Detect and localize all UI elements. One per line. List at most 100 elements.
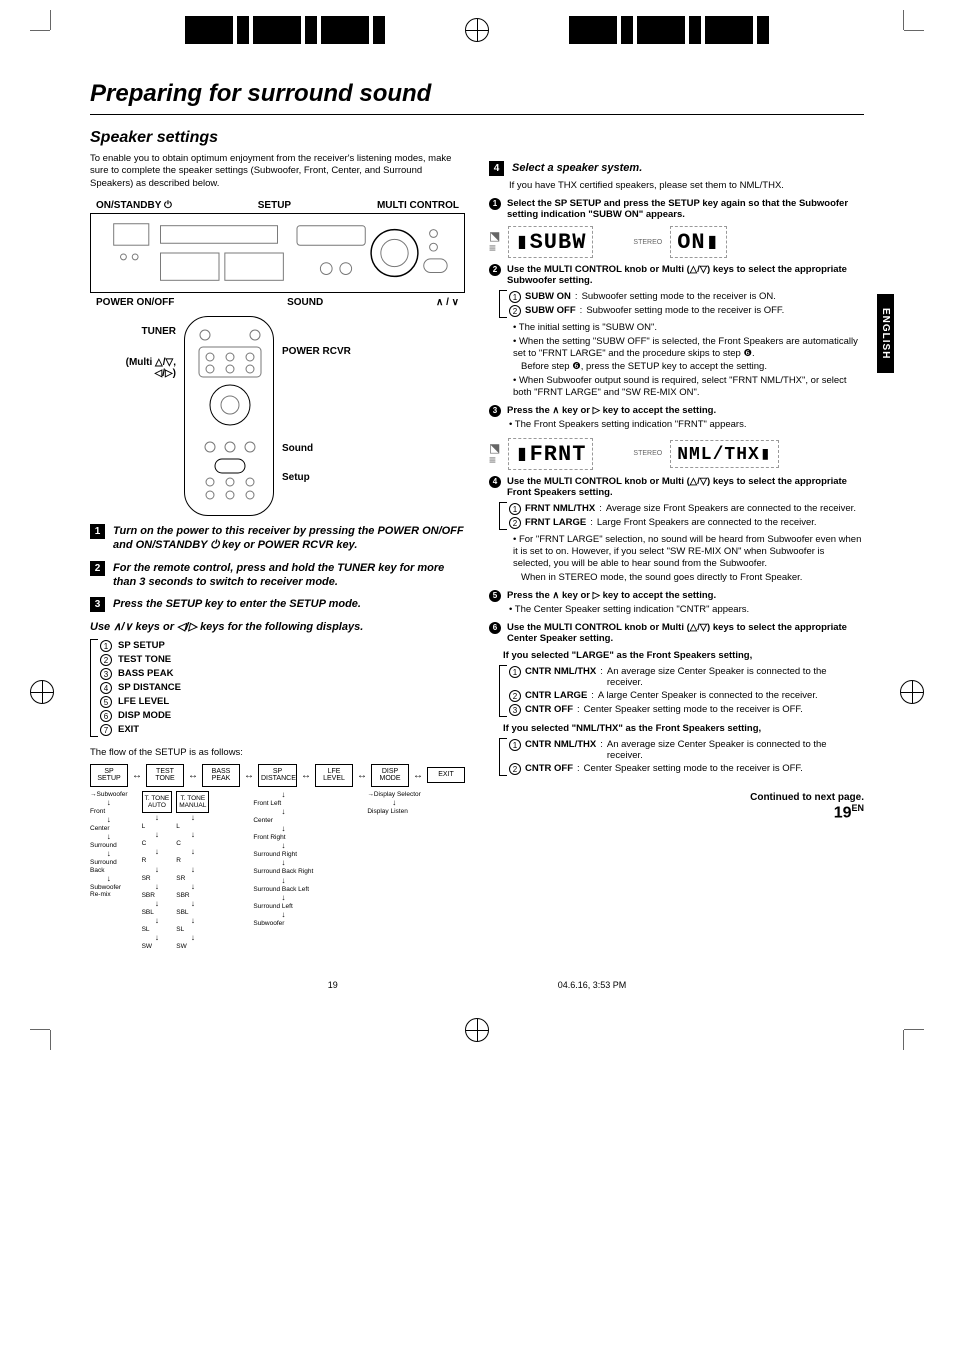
def-val: Large Front Speakers are connected to th… (597, 517, 864, 529)
circled-number: 5 (100, 696, 112, 708)
flow-column: T. TONE MANUAL ↓ L↓ C↓ R↓ SR↓ SBR↓ SBL↓ … (176, 791, 209, 950)
note: If you have THX certified speakers, plea… (509, 180, 864, 192)
bullet: 4 (489, 476, 501, 488)
bullet: 2 (489, 264, 501, 276)
cropmark (30, 1010, 70, 1050)
continued-note: Continued to next page. (489, 792, 864, 803)
lcd-text: ▮SUBW (508, 226, 593, 258)
flow-node: SP DISTANCE (258, 764, 297, 787)
bracket (499, 502, 507, 530)
circled-number: 6 (100, 710, 112, 722)
flow-column: →Display Selector ↓ Display Listen (367, 791, 420, 950)
circled-number: 3 (509, 704, 521, 716)
step-number: 1 (90, 524, 105, 539)
label: Setup (282, 472, 351, 483)
step-3-use: Use ∧/∨ keys or ◁/▷ keys for the followi… (90, 620, 465, 634)
step-number: 4 (489, 161, 504, 176)
registration-mark (900, 680, 924, 704)
step-text: Use ∧/∨ keys or ◁/▷ keys for the followi… (90, 620, 465, 634)
intro-text: To enable you to obtain optimum enjoymen… (90, 153, 465, 190)
print-timestamp: 04.6.16, 3:53 PM (558, 980, 627, 990)
divider (90, 114, 864, 115)
label: Sound (282, 443, 351, 454)
remote-diagram (184, 316, 274, 516)
def-key: CNTR OFF (525, 704, 573, 716)
lcd-text: ON▮ (670, 226, 727, 258)
substep-text: Press the ∧ key or ▷ key to accept the s… (507, 590, 864, 601)
page-title: Preparing for surround sound (90, 80, 864, 108)
page-number: 19EN (489, 803, 864, 822)
remote-left-labels: TUNER (Multi △/▽, ◁/▷) (90, 316, 176, 516)
lcd-icons: ⬔≡ (489, 442, 500, 466)
substep-text: Use the MULTI CONTROL knob or Multi (△/▽… (507, 264, 864, 286)
lcd-display: ⬔≡ ▮FRNT STEREO NML/THX▮ (489, 438, 864, 470)
condition-heading: If you selected "NML/THX" as the Front S… (503, 723, 864, 734)
substep-text: Use the MULTI CONTROL knob or Multi (△/▽… (507, 622, 864, 644)
body-text: The initial setting is "SUBW ON". When t… (503, 322, 864, 399)
filmstrip (569, 16, 769, 44)
def-key: CNTR NML/THX (525, 739, 596, 761)
circled-number: 1 (509, 666, 521, 678)
label: (Multi △/▽, ◁/▷) (90, 357, 176, 379)
step-1: 1 Turn on the power to this receiver by … (90, 524, 465, 553)
circled-number: 1 (100, 640, 112, 652)
option: TEST TONE (118, 654, 171, 665)
bracket (499, 738, 507, 776)
option: LFE LEVEL (118, 696, 169, 707)
step-4: 4 Select a speaker system. (489, 161, 864, 176)
bottom-printer-marks (0, 1000, 954, 1060)
receiver-bottom-labels: POWER ON/OFF SOUND ∧ / ∨ (90, 297, 465, 308)
lcd-label: STEREO (633, 239, 662, 246)
bullet: 1 (489, 198, 501, 210)
flow-intro: The flow of the SETUP is as follows: (90, 747, 465, 758)
condition-heading: If you selected "LARGE" as the Front Spe… (503, 650, 864, 661)
label: POWER RCVR (282, 346, 351, 357)
substep-text: Use the MULTI CONTROL knob or Multi (△/▽… (507, 476, 864, 498)
print-page: 19 (328, 980, 338, 990)
def-key: CNTR LARGE (525, 690, 587, 702)
top-printer-marks (0, 0, 954, 60)
label: SETUP (258, 200, 291, 211)
def-key: FRNT LARGE (525, 517, 586, 529)
print-footer: 19 04.6.16, 3:53 PM (90, 980, 864, 990)
circled-number: 1 (509, 739, 521, 751)
substep-1: 1 Select the SP SETUP and press the SETU… (489, 198, 864, 220)
language-tab: ENGLISH (877, 294, 894, 373)
step-2: 2 For the remote control, press and hold… (90, 561, 465, 590)
circled-number: 2 (509, 690, 521, 702)
label: SOUND (287, 297, 323, 308)
flow-column: T. TONE AUTO ↓ L↓ C↓ R↓ SR↓ SBR↓ SBL↓ SL… (142, 791, 173, 950)
bullet: 3 (489, 405, 501, 417)
label: ∧ / ∨ (436, 297, 459, 308)
def-key: SUBW ON (525, 291, 571, 303)
cropmark (30, 10, 70, 50)
bracket (90, 639, 98, 737)
substep-text: Press the ∧ key or ▷ key to accept the s… (507, 405, 864, 416)
step-3: 3 Press the SETUP key to enter the SETUP… (90, 597, 465, 612)
circled-number: 4 (100, 682, 112, 694)
body-text: For "FRNT LARGE" selection, no sound wil… (503, 534, 864, 584)
flow-node: SP SETUP (90, 764, 128, 787)
def-val: Center Speaker setting mode to the recei… (584, 704, 864, 716)
label: TUNER (90, 326, 176, 337)
lcd-icons: ⬔≡ (489, 230, 500, 254)
step-text: Select a speaker system. (512, 161, 864, 175)
flow-column: ↓ Front Left↓ Center↓ Front Right↓ Surro… (253, 791, 313, 950)
flow-column: →Subwoofer ↓ Front↓ Center↓ Surround↓ Su… (90, 791, 128, 950)
body-text: The Front Speakers setting indication "F… (515, 419, 747, 430)
label: MULTI CONTROL (377, 200, 459, 211)
substep-3: 3 Press the ∧ key or ▷ key to accept the… (489, 405, 864, 417)
bracket (499, 665, 507, 717)
option: BASS PEAK (118, 668, 173, 679)
circled-number: 7 (100, 724, 112, 736)
substep-6: 6 Use the MULTI CONTROL knob or Multi (△… (489, 622, 864, 644)
circled-number: 2 (509, 517, 521, 529)
def-val: A large Center Speaker is connected to t… (598, 690, 864, 702)
substep-text: Select the SP SETUP and press the SETUP … (507, 198, 864, 220)
label: POWER ON/OFF (96, 297, 174, 308)
circled-number: 1 (509, 503, 521, 515)
circled-number: 2 (509, 305, 521, 317)
body-text: The Center Speaker setting indication "C… (515, 604, 749, 615)
flow-diagram: SP SETUP↔ TEST TONE↔ BASS PEAK↔ SP DISTA… (90, 764, 465, 951)
substep-4: 4 Use the MULTI CONTROL knob or Multi (△… (489, 476, 864, 498)
